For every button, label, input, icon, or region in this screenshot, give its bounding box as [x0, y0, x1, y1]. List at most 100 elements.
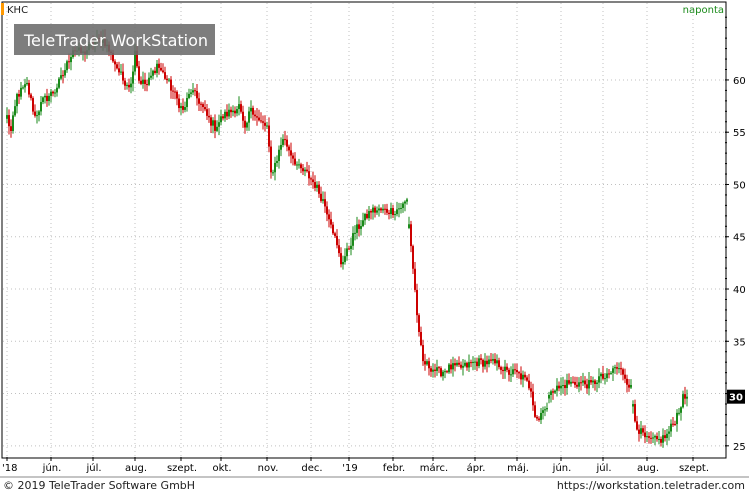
candle-body	[492, 358, 494, 361]
candle-body	[232, 110, 234, 113]
candle	[364, 212, 366, 225]
candle-body	[256, 116, 258, 118]
footer-copyright: © 2019 TeleTrader Software GmbH	[3, 479, 195, 492]
candle	[218, 114, 220, 136]
candle-body	[38, 111, 40, 116]
candle	[26, 77, 28, 86]
candle-body	[200, 103, 202, 105]
candle	[576, 376, 578, 389]
candle-body	[482, 359, 484, 367]
candle	[594, 379, 596, 391]
candle-body	[50, 91, 52, 96]
candle	[70, 53, 72, 71]
candle	[286, 135, 288, 152]
candle	[294, 152, 296, 167]
x-tick-label: ápr.	[467, 462, 486, 474]
candle	[320, 186, 322, 203]
candle-body	[534, 405, 536, 417]
candle	[358, 219, 360, 237]
candle-body	[238, 104, 240, 110]
candle	[170, 76, 172, 99]
candle	[38, 109, 40, 122]
candle-body	[206, 109, 208, 116]
candle-body	[330, 219, 332, 225]
candle-body	[442, 371, 444, 377]
candle-body	[382, 208, 384, 211]
candle-body	[240, 104, 242, 112]
x-tick-label: '19	[342, 463, 357, 474]
candle	[480, 354, 482, 365]
candle	[452, 356, 454, 377]
candle-body	[652, 437, 654, 439]
candle-body	[254, 114, 256, 117]
candle	[466, 361, 468, 371]
candle	[442, 369, 444, 381]
candle	[52, 90, 54, 97]
candle	[530, 381, 532, 398]
candle-body	[322, 199, 324, 201]
candle-body	[312, 179, 314, 183]
candle-body	[458, 362, 460, 365]
candle-body	[170, 79, 172, 91]
candle	[202, 102, 204, 113]
candle	[214, 114, 216, 139]
candle	[616, 362, 618, 375]
candle-body	[456, 362, 458, 366]
candle-body	[48, 95, 50, 102]
candle	[552, 388, 554, 400]
candle	[146, 79, 148, 92]
candle-body	[414, 268, 416, 290]
candle-body	[216, 126, 218, 131]
candle-body	[8, 115, 10, 127]
candle	[24, 78, 26, 93]
candle-body	[156, 63, 158, 73]
candle-body	[426, 361, 428, 365]
candle-body	[488, 359, 490, 365]
candle-body	[432, 369, 434, 372]
candle	[20, 82, 22, 100]
candle-body	[504, 366, 506, 372]
candle	[512, 363, 514, 378]
candle-body	[286, 139, 288, 147]
candle-body	[250, 107, 252, 112]
candle	[334, 231, 336, 238]
candle	[350, 237, 352, 256]
y-tick-label: 35	[733, 337, 746, 348]
candle	[30, 92, 32, 101]
candle	[394, 210, 396, 221]
candle	[402, 201, 404, 213]
candle-body	[648, 436, 650, 438]
candle	[540, 408, 542, 424]
candle	[624, 368, 626, 384]
candle-body	[376, 210, 378, 213]
candle-body	[628, 384, 630, 388]
candle-body	[406, 199, 408, 202]
candle-body	[128, 84, 130, 88]
candle	[570, 377, 572, 387]
candle	[502, 366, 504, 379]
candle	[248, 106, 250, 131]
candle	[428, 357, 430, 376]
candle-body	[520, 373, 522, 380]
candle-body	[644, 432, 646, 438]
candle	[236, 106, 238, 117]
candle	[188, 88, 190, 100]
candle-body	[580, 382, 582, 384]
candle	[470, 359, 472, 368]
footer-url[interactable]: https://workstation.teletrader.com	[557, 479, 745, 492]
candle	[34, 104, 36, 118]
candle-body	[40, 102, 42, 112]
candle	[68, 53, 70, 69]
candle-body	[466, 362, 468, 368]
candle-body	[258, 117, 260, 121]
candle	[306, 161, 308, 173]
candle-body	[70, 57, 72, 63]
candle-body	[454, 363, 456, 366]
candle	[630, 379, 632, 390]
candle	[488, 355, 490, 368]
candle	[204, 100, 206, 112]
candle-body	[172, 90, 174, 92]
candle-body	[222, 116, 224, 119]
candle	[398, 202, 400, 218]
candle	[380, 207, 382, 214]
